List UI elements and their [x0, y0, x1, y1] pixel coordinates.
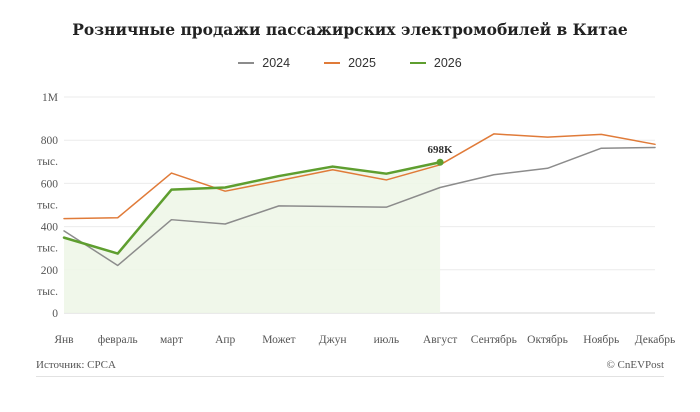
bottom-divider — [36, 376, 664, 377]
chart-title: Розничные продажи пассажирских электромо… — [72, 20, 628, 39]
series-line-2024 — [63, 146, 656, 267]
x-tick-label: Декабрь — [635, 334, 675, 346]
y-tick-label: тыс. — [37, 156, 58, 168]
series-line-2025 — [63, 133, 656, 220]
legend-swatch — [238, 62, 255, 64]
x-tick-label: март — [160, 334, 183, 346]
y-tick-label: тыс. — [37, 243, 58, 255]
x-tick-label: Август — [423, 334, 457, 346]
annotation-marker — [436, 158, 444, 166]
x-tick-label: Джун — [319, 334, 347, 346]
y-tick-label: 800 — [41, 135, 59, 147]
legend-item-2024[interactable]: 2024 — [238, 56, 290, 70]
x-tick-label: Янв — [54, 334, 74, 346]
legend-swatch — [324, 62, 341, 64]
legend-label: 2026 — [433, 56, 462, 70]
x-tick-label: Сентябрь — [471, 334, 517, 346]
x-tick-label: Октябрь — [527, 334, 568, 346]
legend-label: 2024 — [262, 56, 291, 70]
y-tick-label: 200 — [41, 265, 59, 277]
x-tick-label: июль — [374, 334, 399, 346]
y-tick-label: тыс. — [37, 286, 58, 298]
series-line-2026 — [62, 160, 442, 255]
y-tick-label: 400 — [41, 222, 59, 234]
legend-label: 2025 — [348, 56, 376, 70]
series-area-2026 — [64, 162, 441, 313]
y-tick-label: тыс. — [37, 199, 58, 211]
x-tick-label: февраль — [98, 334, 138, 346]
legend-item-2026[interactable]: 2026 — [409, 56, 462, 70]
x-tick-label: Ноябрь — [583, 334, 619, 346]
legend: 2024 2025 2026 — [0, 56, 700, 70]
legend-item-2025[interactable]: 2025 — [324, 56, 376, 70]
legend-swatch — [409, 62, 426, 64]
x-tick-label: Апр — [215, 334, 235, 346]
annotation-label: 698K — [428, 144, 454, 156]
y-tick-label: 600 — [41, 178, 59, 190]
x-tick-label: Может — [262, 334, 295, 346]
y-tick-label: 0 — [52, 308, 58, 320]
y-tick-label: 1M — [42, 92, 58, 104]
source-text: Источник: CPCA — [36, 359, 116, 371]
credit-text: © CnEVPost — [606, 359, 664, 371]
